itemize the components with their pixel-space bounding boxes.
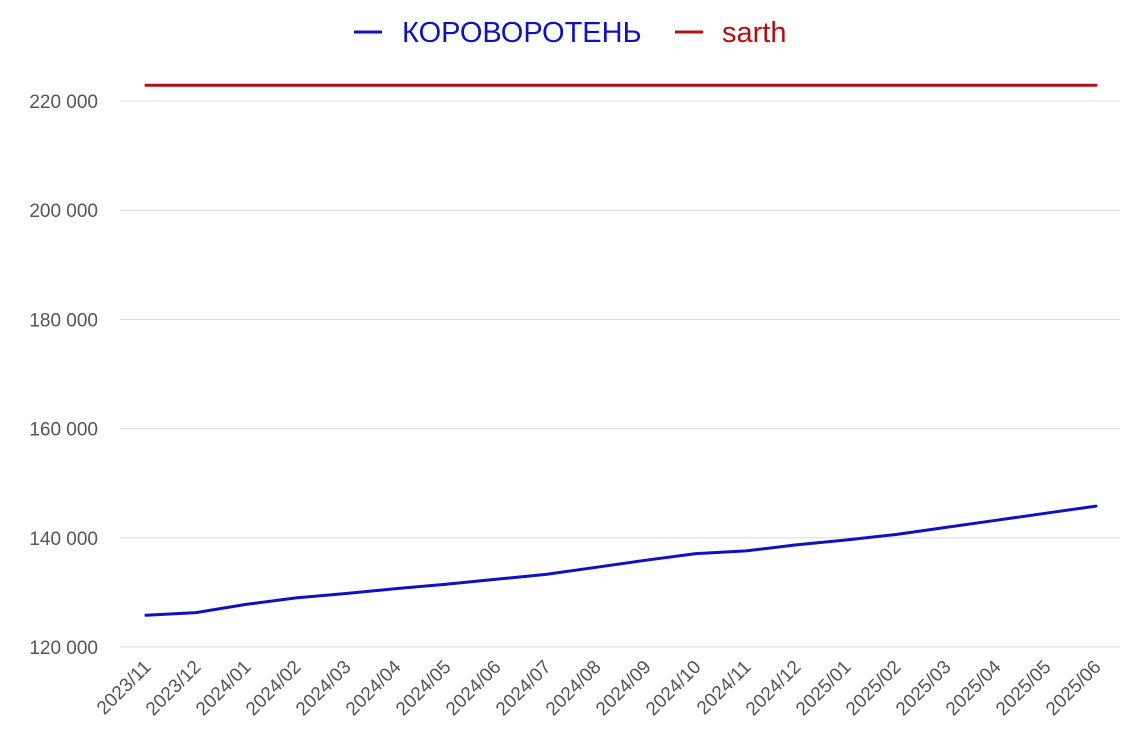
x-tick-label: 2024/12: [742, 657, 805, 720]
y-tick-label: 180 000: [29, 310, 98, 331]
x-tick-label: 2025/01: [792, 657, 855, 720]
x-tick-label: 2024/05: [392, 657, 455, 720]
y-axis-tick-labels: 120 000 140 000 160 000 180 000 200 000 220 0…: [29, 92, 98, 659]
x-axis-tick-labels: 2023/112023/122024/012024/022024/032024/…: [93, 656, 1105, 720]
legend-item-series-2: sarth: [675, 17, 786, 49]
gridlines: [120, 100, 1120, 648]
legend-label-series-2: sarth: [722, 17, 786, 49]
x-tick-label: 2025/06: [1042, 657, 1105, 720]
x-tick-label: 2024/08: [542, 657, 605, 720]
x-tick-label: 2023/12: [142, 657, 205, 720]
y-tick-label: 160 000: [29, 420, 98, 441]
y-tick-label: 120 000: [29, 638, 98, 659]
x-tick-label: 2024/03: [292, 657, 355, 720]
y-tick-label: 220 000: [29, 92, 98, 113]
series-lines: [144, 83, 1098, 617]
series-line-1: [144, 504, 1098, 617]
x-tick-label: 2024/02: [242, 657, 305, 720]
x-tick-label: 2024/07: [492, 657, 555, 720]
x-tick-label: 2024/06: [442, 657, 505, 720]
y-tick-label: 200 000: [29, 201, 98, 222]
legend: КОРОВОРОТЕНЬ sarth: [354, 17, 786, 49]
x-tick-label: 2025/05: [992, 657, 1055, 720]
x-tick-label: 2024/01: [192, 657, 255, 720]
y-tick-label: 140 000: [29, 529, 98, 550]
x-tick-label: 2024/10: [642, 657, 705, 720]
legend-label-series-1: КОРОВОРОТЕНЬ: [402, 17, 642, 49]
x-tick-label: 2024/09: [592, 657, 655, 720]
x-tick-label: 2025/03: [892, 657, 955, 720]
legend-item-series-1: КОРОВОРОТЕНЬ: [354, 17, 642, 49]
x-tick-label: 2025/02: [842, 657, 905, 720]
